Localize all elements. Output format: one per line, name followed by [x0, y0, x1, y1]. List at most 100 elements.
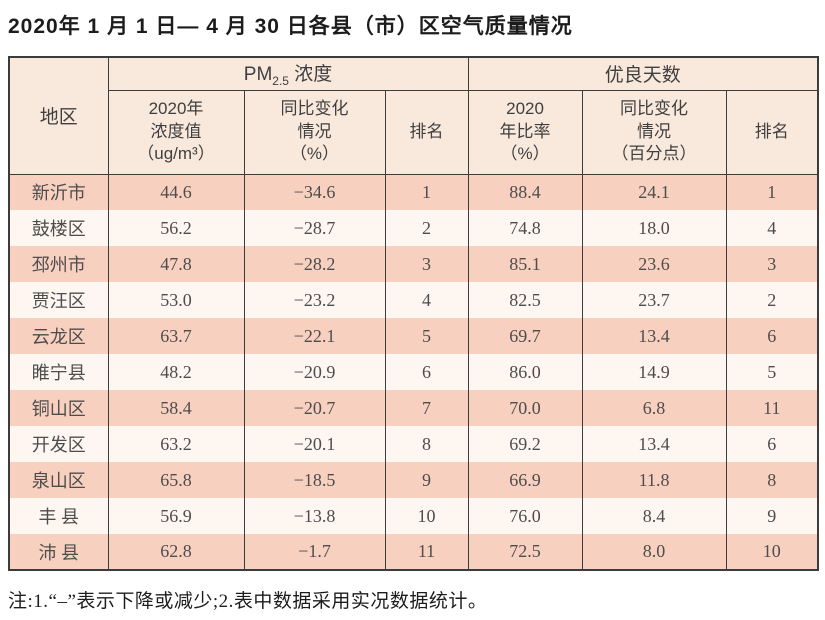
header-pm25-change: 同比变化 情况 （%）: [243, 90, 386, 175]
region-cell: 贾汪区: [8, 282, 109, 318]
pm25-value-cell: 65.8: [107, 462, 245, 498]
region-cell: 邳州市: [8, 246, 109, 282]
table-row: 新沂市 44.6 −34.6 1 88.4 24.1 1: [8, 174, 819, 210]
pm25-rank-cell: 8: [384, 426, 469, 462]
pm25-change-cell: −1.7: [243, 534, 386, 570]
header-pm25-group: PM2.5 浓度: [107, 57, 469, 91]
pm25-change-cell: −13.8: [243, 498, 386, 534]
good-change-cell: 23.6: [581, 246, 727, 282]
region-cell: 铜山区: [8, 390, 109, 426]
good-rate-cell: 74.8: [467, 210, 583, 246]
good-rank-cell: 1: [725, 174, 819, 210]
pm25-change-cell: −34.6: [243, 174, 386, 210]
good-change-cell: 11.8: [581, 462, 727, 498]
good-rank-cell: 4: [725, 210, 819, 246]
region-cell: 开发区: [8, 426, 109, 462]
good-change-cell: 8.4: [581, 498, 727, 534]
good-rate-cell: 86.0: [467, 354, 583, 390]
pm25-rank-cell: 7: [384, 390, 469, 426]
header-pm25-rank: 排名: [384, 90, 469, 175]
region-cell: 云龙区: [8, 318, 109, 354]
header-good-rank: 排名: [725, 90, 819, 175]
pm25-change-cell: −20.1: [243, 426, 386, 462]
pm25-rank-cell: 9: [384, 462, 469, 498]
header-good-change: 同比变化 情况 （百分点）: [581, 90, 727, 175]
pm25-value-cell: 44.6: [107, 174, 245, 210]
good-change-cell: 23.7: [581, 282, 727, 318]
region-cell: 丰 县: [8, 498, 109, 534]
header-sub-row: 2020年 浓度值 （ug/m³） 同比变化 情况 （%） 排名 2020 年比…: [9, 90, 819, 175]
header-region: 地区: [8, 57, 109, 175]
pm25-value-cell: 53.0: [107, 282, 245, 318]
pm25-change-cell: −28.2: [243, 246, 386, 282]
pm25-value-cell: 62.8: [107, 534, 245, 570]
footnote: 注:1.“–”表示下降或减少;2.表中数据采用实况数据统计。: [8, 591, 488, 612]
region-cell: 睢宁县: [8, 354, 109, 390]
table-row: 沛 县 62.8 −1.7 11 72.5 8.0 10: [8, 534, 819, 570]
table-row: 睢宁县 48.2 −20.9 6 86.0 14.9 5: [8, 354, 819, 390]
good-change-cell: 24.1: [581, 174, 727, 210]
pm25-change-cell: −22.1: [243, 318, 386, 354]
pm25-value-cell: 63.7: [107, 318, 245, 354]
pm25-rank-cell: 3: [384, 246, 469, 282]
header-group-row: 地区 PM2.5 浓度 优良天数: [8, 57, 819, 175]
good-change-cell: 18.0: [581, 210, 727, 246]
table-row: 云龙区 63.7 −22.1 5 69.7 13.4 6: [8, 318, 819, 354]
region-cell: 沛 县: [8, 534, 109, 570]
pm25-change-cell: −23.2: [243, 282, 386, 318]
pm25-label: PM: [243, 64, 273, 86]
good-rate-cell: 70.0: [467, 390, 583, 426]
pm25-value-cell: 47.8: [107, 246, 245, 282]
good-change-cell: 6.8: [581, 390, 727, 426]
good-change-cell: 8.0: [581, 534, 727, 570]
table-row: 丰 县 56.9 −13.8 10 76.0 8.4 9: [8, 498, 819, 534]
table-row: 邳州市 47.8 −28.2 3 85.1 23.6 3: [8, 246, 819, 282]
pm25-value-cell: 56.9: [107, 498, 245, 534]
pm25-rank-cell: 11: [384, 534, 469, 570]
pm25-label-suffix: 浓度: [288, 64, 333, 86]
good-rate-cell: 72.5: [467, 534, 583, 570]
good-rate-cell: 85.1: [467, 246, 583, 282]
table-body: 新沂市 44.6 −34.6 1 88.4 24.1 1 鼓楼区 56.2 −28.7 2 74.8 1…: [8, 174, 819, 570]
pm25-rank-cell: 5: [384, 318, 469, 354]
page-title: 2020年 1 月 1 日— 4 月 30 日各县（市）区空气质量情况: [8, 15, 573, 38]
region-cell: 泉山区: [8, 462, 109, 498]
good-rank-cell: 6: [725, 318, 819, 354]
table-row: 开发区 63.2 −20.1 8 69.2 13.4 6: [8, 426, 819, 462]
header-pm25-value: 2020年 浓度值 （ug/m³）: [107, 90, 245, 175]
good-change-cell: 14.9: [581, 354, 727, 390]
pm25-change-cell: −20.7: [243, 390, 386, 426]
table-row: 铜山区 58.4 −20.7 7 70.0 6.8 11: [8, 390, 819, 426]
header-good-days-group: 优良天数: [467, 57, 819, 91]
good-change-cell: 13.4: [581, 426, 727, 462]
good-rank-cell: 2: [725, 282, 819, 318]
pm25-value-cell: 58.4: [107, 390, 245, 426]
good-rate-cell: 69.2: [467, 426, 583, 462]
region-cell: 新沂市: [8, 174, 109, 210]
good-rank-cell: 3: [725, 246, 819, 282]
pm25-value-cell: 48.2: [107, 354, 245, 390]
pm25-rank-cell: 1: [384, 174, 469, 210]
table-row: 鼓楼区 56.2 −28.7 2 74.8 18.0 4: [8, 210, 819, 246]
good-rate-cell: 88.4: [467, 174, 583, 210]
good-rate-cell: 76.0: [467, 498, 583, 534]
good-rank-cell: 6: [725, 426, 819, 462]
air-quality-table: 地区 PM2.5 浓度 优良天数 2020年 浓度值 （ug/m³） 同比变化 …: [8, 56, 820, 571]
pm25-rank-cell: 2: [384, 210, 469, 246]
pm25-rank-cell: 10: [384, 498, 469, 534]
good-rank-cell: 11: [725, 390, 819, 426]
pm25-value-cell: 63.2: [107, 426, 245, 462]
good-rank-cell: 10: [725, 534, 819, 570]
pm25-subscript: 2.5: [272, 74, 289, 89]
pm25-change-cell: −18.5: [243, 462, 386, 498]
pm25-value-cell: 56.2: [107, 210, 245, 246]
good-rank-cell: 8: [725, 462, 819, 498]
pm25-change-cell: −20.9: [243, 354, 386, 390]
table-header: 地区 PM2.5 浓度 优良天数 2020年 浓度值 （ug/m³） 同比变化 …: [8, 57, 819, 175]
good-rank-cell: 5: [725, 354, 819, 390]
good-rate-cell: 69.7: [467, 318, 583, 354]
region-cell: 鼓楼区: [8, 210, 109, 246]
table-row: 贾汪区 53.0 −23.2 4 82.5 23.7 2: [8, 282, 819, 318]
good-rate-cell: 66.9: [467, 462, 583, 498]
